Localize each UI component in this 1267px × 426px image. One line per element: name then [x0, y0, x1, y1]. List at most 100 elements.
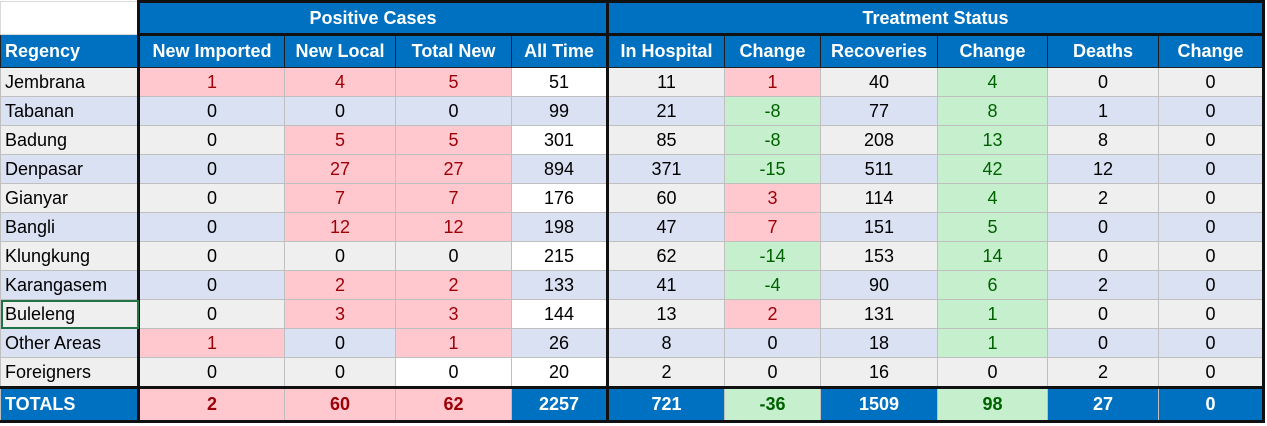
value-cell[interactable]: 51	[511, 67, 609, 97]
column-header[interactable]: New Imported	[137, 34, 285, 68]
value-cell[interactable]: 144	[511, 299, 609, 329]
total-cell[interactable]: 98	[937, 386, 1048, 423]
value-cell[interactable]: 8	[1047, 125, 1159, 155]
value-cell[interactable]: 90	[820, 270, 938, 300]
value-cell[interactable]: 0	[284, 96, 396, 126]
value-cell[interactable]: 131	[820, 299, 938, 329]
empty-cell[interactable]	[0, 1, 139, 35]
value-cell[interactable]: 47	[607, 212, 725, 242]
value-cell[interactable]: 301	[511, 125, 609, 155]
regency-cell[interactable]: Foreigners	[0, 357, 139, 388]
column-header[interactable]: Recoveries	[820, 34, 938, 68]
value-cell[interactable]: 176	[511, 183, 609, 213]
value-cell[interactable]: 0	[137, 96, 285, 126]
column-header[interactable]: Change	[724, 34, 821, 68]
value-cell[interactable]: 20	[511, 357, 609, 388]
value-cell[interactable]: 0	[1047, 241, 1159, 271]
value-cell[interactable]: 0	[1047, 328, 1159, 358]
value-cell[interactable]: 0	[284, 328, 396, 358]
value-cell[interactable]: 4	[937, 183, 1048, 213]
value-cell[interactable]: 8	[937, 96, 1048, 126]
value-cell[interactable]: 1	[937, 299, 1048, 329]
value-cell[interactable]: 0	[1158, 299, 1265, 329]
total-cell[interactable]: 2257	[511, 386, 609, 423]
treatment-status-group-header[interactable]: Treatment Status	[607, 0, 1265, 36]
value-cell[interactable]: 1	[724, 67, 821, 97]
value-cell[interactable]: 1	[937, 328, 1048, 358]
value-cell[interactable]: 16	[820, 357, 938, 388]
regency-cell[interactable]: Klungkung	[0, 241, 139, 271]
value-cell[interactable]: 2	[724, 299, 821, 329]
value-cell[interactable]: 371	[607, 154, 725, 184]
value-cell[interactable]: 0	[395, 357, 512, 388]
value-cell[interactable]: 153	[820, 241, 938, 271]
value-cell[interactable]: -8	[724, 125, 821, 155]
value-cell[interactable]: 0	[1158, 183, 1265, 213]
column-header[interactable]: Total New	[395, 34, 512, 68]
value-cell[interactable]: 0	[1047, 299, 1159, 329]
value-cell[interactable]: 14	[937, 241, 1048, 271]
value-cell[interactable]: 114	[820, 183, 938, 213]
value-cell[interactable]: 5	[395, 125, 512, 155]
regency-cell[interactable]: Gianyar	[0, 183, 139, 213]
value-cell[interactable]: 2	[1047, 270, 1159, 300]
value-cell[interactable]: 5	[284, 125, 396, 155]
value-cell[interactable]: 7	[395, 183, 512, 213]
value-cell[interactable]: 8	[607, 328, 725, 358]
value-cell[interactable]: 40	[820, 67, 938, 97]
column-header[interactable]: All Time	[511, 34, 609, 68]
value-cell[interactable]: 0	[1047, 67, 1159, 97]
regency-cell[interactable]: Other Areas	[0, 328, 139, 358]
value-cell[interactable]: 0	[1158, 212, 1265, 242]
value-cell[interactable]: 1	[137, 67, 285, 97]
value-cell[interactable]: 0	[137, 299, 285, 329]
value-cell[interactable]: 0	[395, 241, 512, 271]
value-cell[interactable]: 0	[1158, 270, 1265, 300]
value-cell[interactable]: 11	[607, 67, 725, 97]
value-cell[interactable]: 42	[937, 154, 1048, 184]
value-cell[interactable]: 0	[1158, 67, 1265, 97]
value-cell[interactable]: 5	[937, 212, 1048, 242]
value-cell[interactable]: 13	[937, 125, 1048, 155]
value-cell[interactable]: 5	[395, 67, 512, 97]
total-cell[interactable]: 0	[1158, 386, 1265, 423]
value-cell[interactable]: 151	[820, 212, 938, 242]
value-cell[interactable]: 18	[820, 328, 938, 358]
total-cell[interactable]: 62	[395, 386, 512, 423]
value-cell[interactable]: 0	[1158, 154, 1265, 184]
value-cell[interactable]: 0	[1158, 125, 1265, 155]
column-header[interactable]: Change	[937, 34, 1048, 68]
value-cell[interactable]: 60	[607, 183, 725, 213]
value-cell[interactable]: 0	[1158, 241, 1265, 271]
value-cell[interactable]: 0	[137, 241, 285, 271]
value-cell[interactable]: 12	[1047, 154, 1159, 184]
value-cell[interactable]: 2	[1047, 183, 1159, 213]
total-cell[interactable]: 2	[137, 386, 285, 423]
value-cell[interactable]: 0	[137, 183, 285, 213]
value-cell[interactable]: 1	[1047, 96, 1159, 126]
value-cell[interactable]: 3	[724, 183, 821, 213]
total-cell[interactable]: 60	[284, 386, 396, 423]
column-header[interactable]: Regency	[0, 34, 139, 68]
regency-cell[interactable]: Denpasar	[0, 154, 139, 184]
value-cell[interactable]: 0	[1047, 212, 1159, 242]
value-cell[interactable]: 0	[724, 357, 821, 388]
value-cell[interactable]: 3	[284, 299, 396, 329]
value-cell[interactable]: 208	[820, 125, 938, 155]
total-cell[interactable]: 27	[1047, 386, 1159, 423]
value-cell[interactable]: 7	[284, 183, 396, 213]
value-cell[interactable]: 2	[395, 270, 512, 300]
value-cell[interactable]: 2	[284, 270, 396, 300]
value-cell[interactable]: 198	[511, 212, 609, 242]
value-cell[interactable]: 0	[1158, 96, 1265, 126]
regency-cell[interactable]: Jembrana	[0, 67, 139, 97]
regency-cell[interactable]: Badung	[0, 125, 139, 155]
totals-label[interactable]: TOTALS	[0, 386, 139, 423]
value-cell[interactable]: 0	[937, 357, 1048, 388]
value-cell[interactable]: 13	[607, 299, 725, 329]
value-cell[interactable]: 0	[137, 125, 285, 155]
value-cell[interactable]: -8	[724, 96, 821, 126]
value-cell[interactable]: -14	[724, 241, 821, 271]
value-cell[interactable]: 99	[511, 96, 609, 126]
value-cell[interactable]: 4	[937, 67, 1048, 97]
